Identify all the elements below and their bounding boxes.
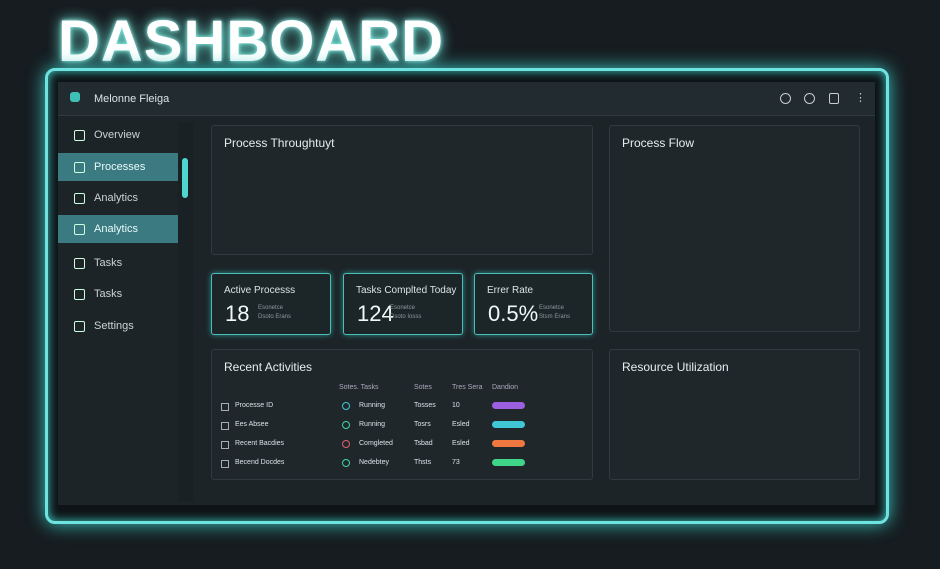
progress [492,440,525,447]
card-value: 0.5% [488,301,539,326]
nav-icon [74,321,85,332]
cell: Tosses [414,402,436,409]
panel-title: Recent Activities [224,360,313,374]
card-note: Esonetce [390,305,416,311]
panel-title: Process Throughtuyt [224,136,335,150]
checkbox[interactable] [221,403,229,411]
page-title: DASHBOARD [58,9,444,74]
icon[interactable] [829,93,839,104]
card: Active Processs 18 Esonetce Dsoto Erans [211,273,331,335]
header-bar [58,82,875,116]
checkbox[interactable] [221,460,229,468]
panel: Process Throughtuyt [211,125,593,255]
nav-item[interactable]: Settings [58,312,178,340]
nav-icon [74,193,85,204]
logo [70,92,80,102]
card-title: Active Processs [224,285,296,296]
card-note: Dsoto Iosss [390,314,422,320]
progress [492,402,525,409]
nav-icon [74,162,85,173]
card-note: Esonetce [539,305,565,311]
column-header: Sotes. Tasks [339,384,379,391]
card-note: Stsm Erans [539,314,571,320]
cell: Tosrs [414,421,431,428]
cell: Recent Bacdies [235,440,285,447]
menu-icon[interactable]: ⋮ [855,92,866,104]
nav-icon [74,289,85,300]
icon[interactable] [780,93,791,104]
card: Tasks Complted Today 124 Esonetce Dsoto Ios… [343,273,463,335]
icon[interactable] [804,93,815,104]
cell: Running [359,402,386,409]
status-dot [342,402,350,410]
nav-icon [74,130,85,141]
panel-title: Process Flow [622,136,695,150]
nav-item[interactable]: Analytics [58,184,178,212]
user-name: Melonne Fleiga [94,93,170,105]
cell: Nedebtey [359,459,389,466]
card-note: Esonetce [258,305,284,311]
checkbox[interactable] [221,441,229,449]
cell: 73 [452,459,460,466]
column-header: Dandion [492,384,519,391]
cell: Ees Absee [235,421,269,428]
card-value: 124 [357,301,394,326]
nav-icon [74,258,85,269]
progress [492,421,525,428]
panel: Resource Utilization [609,349,860,480]
cell: Tsbad [414,440,433,447]
status-dot [342,440,350,448]
checkbox[interactable] [221,422,229,430]
cell: Becend Docdes [235,459,285,466]
column-header: Tres Sera [452,384,483,391]
card: Errer Rate 0.5% Esonetce Stsm Erans [474,273,593,335]
progress [492,459,525,466]
column-header: Sotes [414,384,432,391]
nav-item[interactable]: Tasks [58,280,178,308]
nav-item[interactable]: Tasks [58,249,178,277]
cell: Processe ID [235,402,274,409]
cell: Thsts [414,459,432,466]
nav-item[interactable]: Analytics [58,215,178,243]
nav-item[interactable]: Overview [58,121,178,149]
nav-item[interactable]: Processes [58,153,178,181]
nav-icon [74,224,85,235]
panel-title: Resource Utilization [622,360,729,374]
cell: Esled [452,440,470,447]
cell: Comgleted [359,440,393,447]
card-title: Errer Rate [487,285,534,296]
scroll-track [178,122,193,502]
card-value: 18 [225,301,250,326]
status-dot [342,459,350,467]
card-title: Tasks Complted Today [356,285,457,296]
status-dot [342,421,350,429]
panel: Process Flow [609,125,860,332]
card-note: Dsoto Erans [258,314,292,320]
scroll-thumb[interactable] [182,158,188,198]
cell: Running [359,421,386,428]
cell: 10 [452,402,460,409]
panel: Recent Activities [211,349,593,480]
cell: Esled [452,421,470,428]
